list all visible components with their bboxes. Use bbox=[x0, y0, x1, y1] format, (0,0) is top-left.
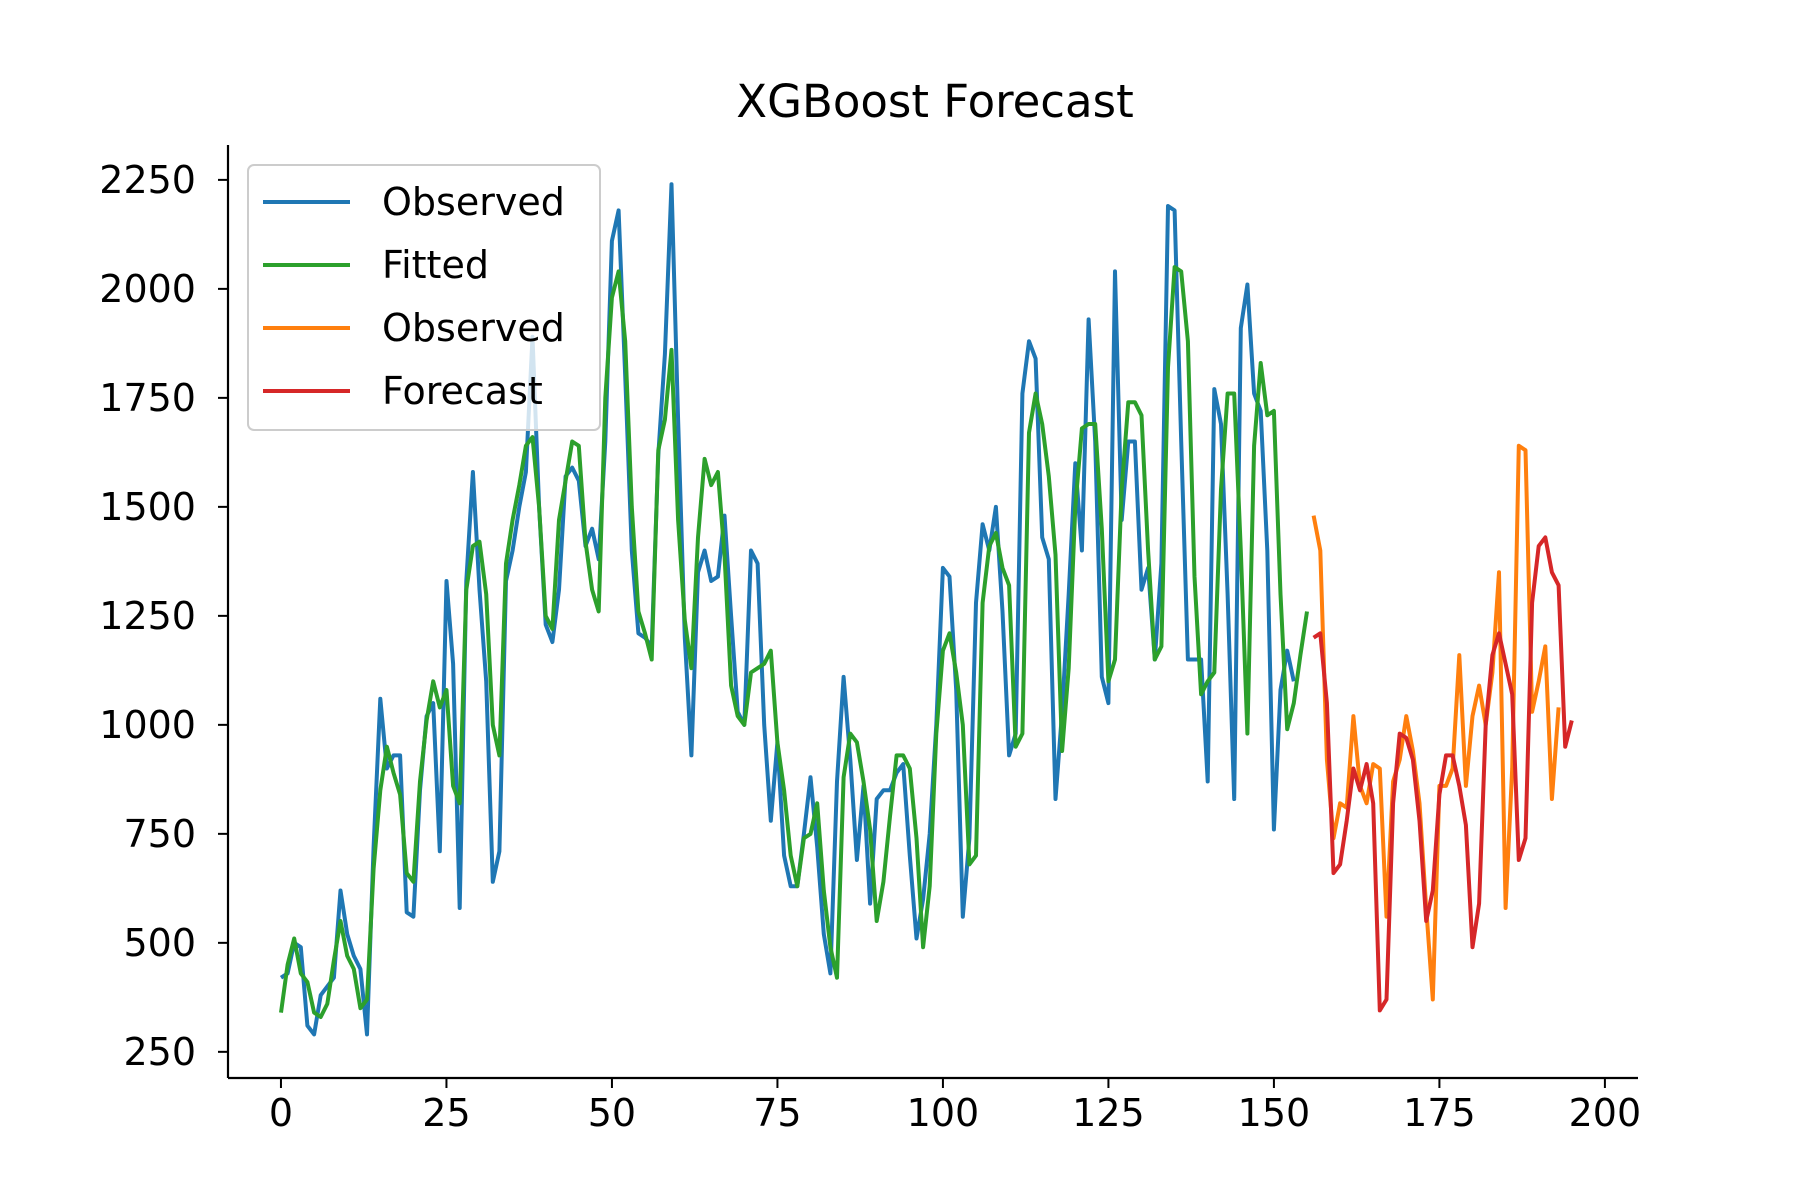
x-tick-label-1: 25 bbox=[422, 1091, 470, 1135]
y-ticks: 250 500 750 1000 1250 1500 1750 2000 2250 bbox=[99, 158, 228, 1074]
x-tick-label-2: 50 bbox=[588, 1091, 636, 1135]
legend-label-2: Observed bbox=[382, 306, 565, 350]
chart-title: XGBoost Forecast bbox=[736, 75, 1133, 128]
y-tick-label-5: 1500 bbox=[99, 485, 196, 529]
x-ticks: 0 25 50 75 100 125 150 175 200 bbox=[269, 1078, 1641, 1135]
y-tick-label-4: 1250 bbox=[99, 594, 196, 638]
y-tick-label-1: 500 bbox=[123, 921, 196, 965]
series-line-0 bbox=[279, 182, 1296, 1037]
x-tick-label-0: 0 bbox=[269, 1091, 293, 1135]
legend-label-3: Forecast bbox=[382, 369, 543, 413]
series-line-1 bbox=[279, 265, 1309, 1019]
x-tick-label-5: 125 bbox=[1072, 1091, 1145, 1135]
y-tick-label-7: 2000 bbox=[99, 267, 196, 311]
legend-label-0: Observed bbox=[382, 180, 565, 224]
series-line-3 bbox=[1312, 535, 1574, 1013]
legend-label-1: Fitted bbox=[382, 243, 489, 287]
x-tick-label-4: 100 bbox=[907, 1091, 980, 1135]
x-tick-label-7: 175 bbox=[1403, 1091, 1476, 1135]
series-line-2 bbox=[1311, 443, 1561, 1002]
x-tick-label-3: 75 bbox=[753, 1091, 801, 1135]
x-tick-label-8: 200 bbox=[1569, 1091, 1642, 1135]
legend-box bbox=[247, 164, 601, 431]
y-tick-label-3: 1000 bbox=[99, 703, 196, 747]
y-tick-label-2: 750 bbox=[123, 812, 196, 856]
y-tick-label-0: 250 bbox=[123, 1030, 196, 1074]
legend: Observed Fitted Observed Forecast bbox=[247, 164, 601, 431]
y-tick-label-8: 2250 bbox=[99, 158, 196, 202]
plot-lines bbox=[279, 182, 1574, 1037]
x-tick-label-6: 150 bbox=[1238, 1091, 1311, 1135]
y-tick-label-6: 1750 bbox=[99, 376, 196, 420]
